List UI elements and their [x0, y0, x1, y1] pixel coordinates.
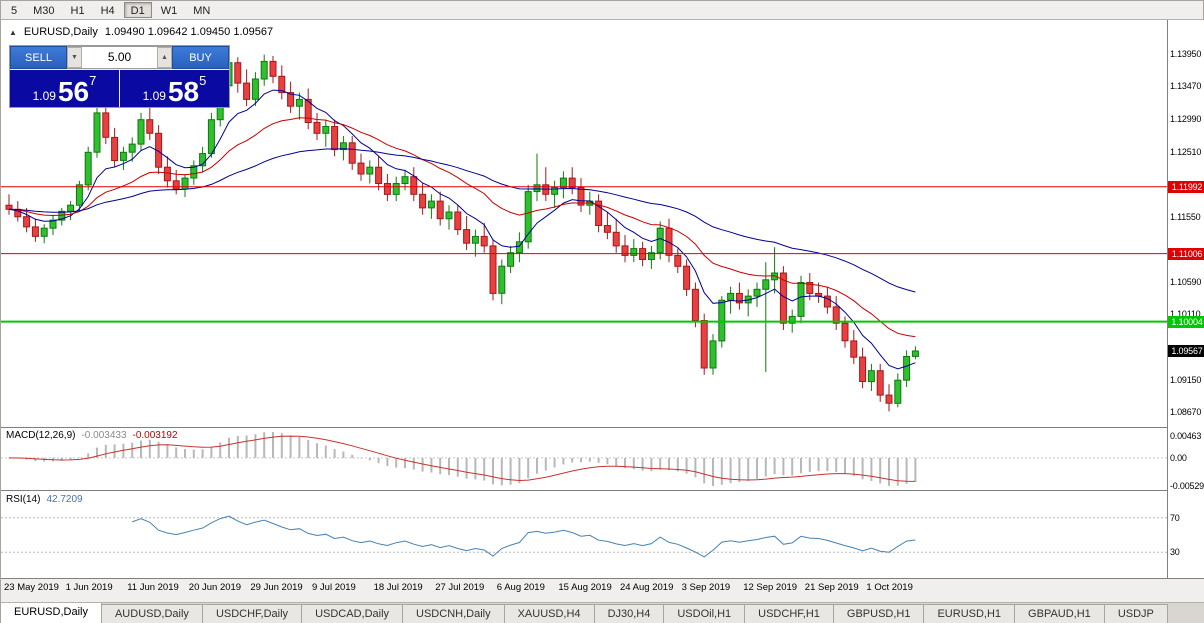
- rsi-level-70: 70: [1170, 512, 1180, 523]
- chart-tab-eurusd-daily[interactable]: EURUSD,Daily: [1, 603, 102, 623]
- volume-increase-button[interactable]: ▲: [157, 47, 172, 68]
- chart-window: 1.13950 1.13470 1.12990 1.12510 1.11550 1.105…: [1, 20, 1204, 595]
- price-scale-tick: 1.09150: [1170, 374, 1202, 385]
- price-scale-tick: 1.10590: [1170, 276, 1202, 287]
- chart-tab-dj30-h4[interactable]: DJ30,H4: [593, 604, 665, 623]
- chart-tab-eurusd-h1[interactable]: EURUSD,H1: [923, 604, 1016, 623]
- status-strip: [1, 595, 1204, 602]
- buy-button[interactable]: BUY: [172, 46, 229, 69]
- volume-decrease-button[interactable]: ▼: [67, 47, 82, 68]
- date-axis-label: 1 Jun 2019: [65, 582, 113, 593]
- date-axis-label: 1 Oct 2019: [866, 582, 913, 593]
- sell-price-pips: 56: [57, 76, 90, 107]
- timeframe-button-m30[interactable]: M30: [33, 5, 55, 17]
- timeframe-button-w1[interactable]: W1: [160, 5, 178, 17]
- volume-control: ▼ 5.00 ▲: [67, 46, 172, 69]
- current-price-label: 1.09567: [1168, 345, 1204, 358]
- date-axis-label: 27 Jul 2019: [435, 582, 485, 593]
- price-scale[interactable]: 1.13950 1.13470 1.12990 1.12510 1.11550 1.105…: [1167, 20, 1204, 578]
- chart-tab-gbpusd-h1[interactable]: GBPUSD,H1: [832, 604, 925, 623]
- level-price-label: 1.10004: [1168, 315, 1204, 328]
- chart-tab-usdchf-h1[interactable]: USDCHF,H1: [744, 604, 834, 623]
- level-price-label: 1.11006: [1168, 247, 1204, 260]
- sell-button[interactable]: SELL: [10, 46, 67, 69]
- price-scale-tick: 1.12510: [1170, 146, 1202, 157]
- macd-scale-min: -0.00529: [1170, 481, 1204, 491]
- timeframe-button-mn[interactable]: MN: [193, 5, 211, 17]
- buy-price-display[interactable]: 1.09 58 5: [120, 70, 229, 107]
- chart-tab-usdchf-daily[interactable]: USDCHF,Daily: [201, 604, 303, 623]
- date-axis-label: 29 Jun 2019: [250, 582, 303, 593]
- chart-tab-audusd-daily[interactable]: AUDUSD,Daily: [100, 604, 203, 623]
- date-axis-label: 20 Jun 2019: [188, 582, 242, 593]
- macd-value: -0.003433: [81, 430, 127, 441]
- sell-price-point: 7: [89, 73, 97, 88]
- timeframe-button-h4[interactable]: H4: [100, 5, 115, 17]
- macd-signal-value: -0.003192: [132, 430, 178, 441]
- date-axis-label: 24 Aug 2019: [620, 582, 674, 593]
- volume-input[interactable]: 5.00: [107, 50, 132, 64]
- macd-label: MACD(12,26,9) -0.003433 -0.003192: [6, 430, 178, 441]
- macd-name: MACD(12,26,9): [6, 430, 76, 441]
- timeframe-toolbar: 5 M30 H1 H4 D1 W1 MN: [1, 1, 1203, 20]
- time-scale[interactable]: 23 May 2019 1 Jun 2019 11 Jun 2019 20 Jun 2…: [1, 578, 1204, 595]
- rsi-level-30: 30: [1170, 547, 1180, 558]
- price-chart-canvas[interactable]: [1, 20, 1167, 578]
- chart-tabs-bar: EURUSD,Daily AUDUSD,Daily USDCHF,Daily USDC…: [1, 602, 1204, 623]
- date-axis-label: 12 Sep 2019: [743, 582, 798, 593]
- date-axis-label: 11 Jun 2019: [127, 582, 179, 593]
- macd-scale-max: 0.00463: [1170, 431, 1202, 441]
- price-scale-tick: 1.13470: [1170, 81, 1202, 92]
- date-axis-label: 6 Aug 2019: [496, 582, 545, 593]
- macd-scale-zero: 0.00: [1170, 452, 1187, 463]
- chart-tab-usdcad-daily[interactable]: USDCAD,Daily: [301, 604, 404, 623]
- price-scale-tick: 1.08670: [1170, 407, 1202, 418]
- date-axis-label: 21 Sep 2019: [804, 582, 859, 593]
- rsi-name: RSI(14): [6, 494, 41, 505]
- chart-symbol-period: EURUSD,Daily: [23, 26, 98, 38]
- price-scale-tick: 1.13950: [1170, 48, 1202, 59]
- level-price-label: 1.11992: [1168, 180, 1204, 193]
- price-scale-tick: 1.10110: [1170, 309, 1201, 320]
- chart-tab-gbpaud-h1[interactable]: GBPAUD,H1: [1014, 604, 1105, 623]
- buy-price-pips: 58: [167, 76, 200, 107]
- price-scale-tick: 1.12990: [1170, 114, 1202, 125]
- date-axis-label: 9 Jul 2019: [312, 582, 356, 593]
- date-axis-label: 18 Jul 2019: [373, 582, 423, 593]
- rsi-value: 42.7209: [46, 494, 83, 505]
- one-click-collapse-icon[interactable]: ▲: [9, 27, 17, 37]
- one-click-trading-panel: SELL ▼ 5.00 ▲ BUY 1.09 56 7 1.09 58 5: [9, 45, 230, 108]
- chart-tab-usdcnh-daily[interactable]: USDCNH,Daily: [402, 604, 505, 623]
- chart-tab-usdjp[interactable]: USDJP: [1103, 604, 1168, 623]
- chart-header: ▲ EURUSD,Daily 1.09490 1.09642 1.09450 1…: [9, 26, 273, 38]
- rsi-label: RSI(14) 42.7209: [6, 494, 83, 505]
- price-scale-tick: 1.11550: [1170, 211, 1201, 222]
- buy-price-point: 5: [199, 73, 207, 88]
- chart-ohlc-values: 1.09490 1.09642 1.09450 1.09567: [104, 26, 274, 38]
- date-axis-label: 23 May 2019: [4, 582, 59, 593]
- chart-tab-usdoil-h1[interactable]: USDOil,H1: [663, 604, 746, 623]
- timeframe-button-5[interactable]: 5: [11, 5, 18, 17]
- date-axis-label: 3 Sep 2019: [681, 582, 731, 593]
- sell-price-display[interactable]: 1.09 56 7: [10, 70, 119, 107]
- buy-price-figure: 1.09: [142, 89, 166, 103]
- timeframe-button-d1[interactable]: D1: [123, 2, 152, 18]
- chart-tab-xauusd-h4[interactable]: XAUUSD,H4: [503, 604, 595, 623]
- date-axis-label: 15 Aug 2019: [558, 582, 612, 593]
- timeframe-button-h1[interactable]: H1: [70, 5, 85, 17]
- sell-price-figure: 1.09: [32, 89, 56, 103]
